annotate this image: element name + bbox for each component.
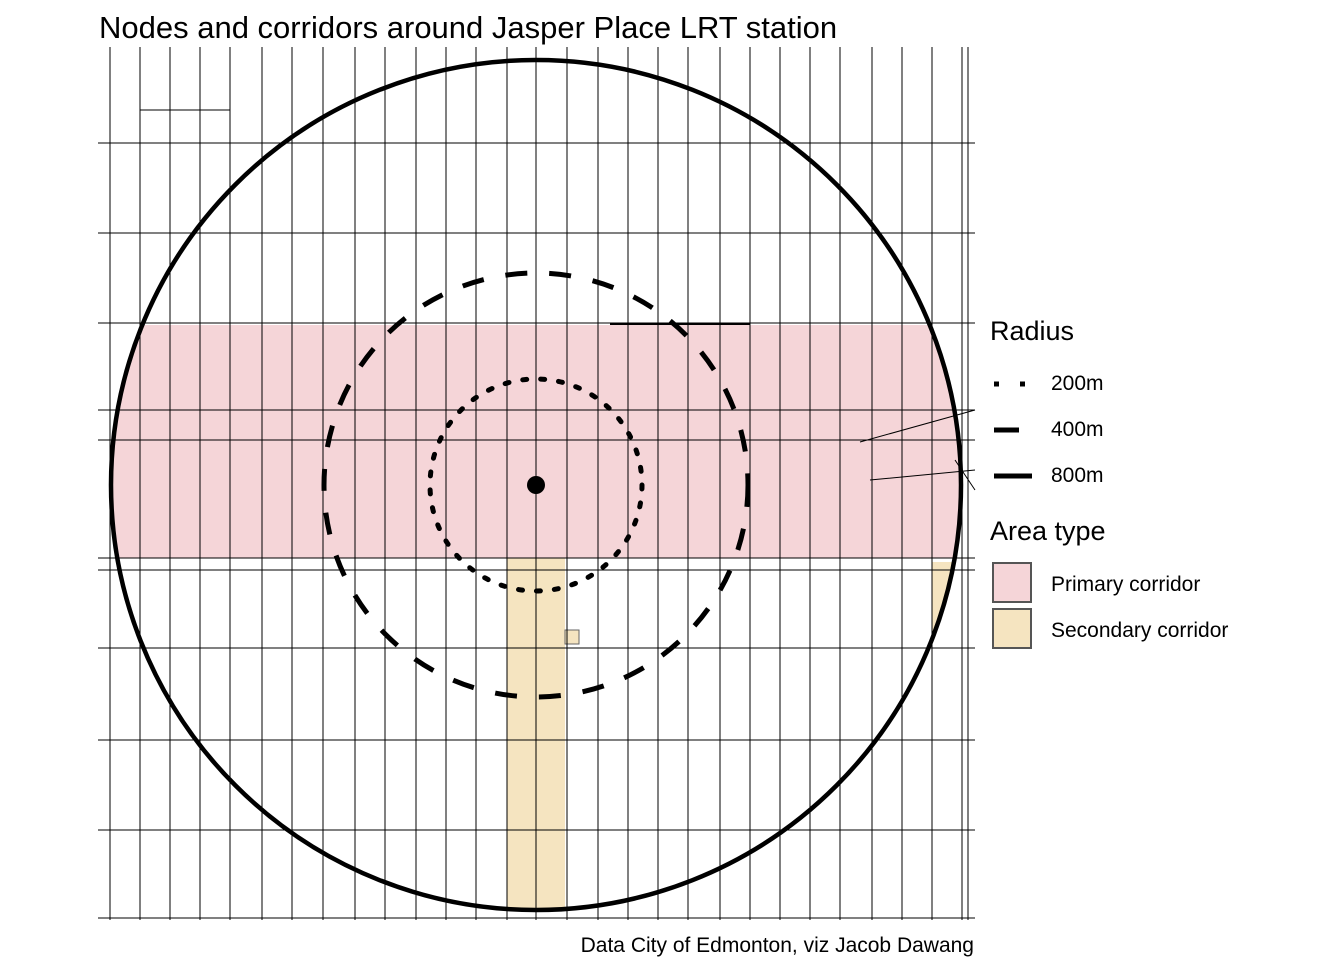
legend-label: Primary corridor (1051, 573, 1201, 596)
legend-item-400m: 400m (990, 408, 1290, 454)
primary-corridor-area (111, 325, 960, 558)
legend-radius: Radius 200m 400m 800m (990, 316, 1104, 487)
radius-rings (108, 57, 964, 913)
ring-800m (108, 57, 964, 913)
legend-radius-title: Radius (990, 316, 1075, 346)
legend-label: 200m (1051, 372, 1104, 395)
ring-400m (321, 270, 751, 700)
legend-item-secondary: Secondary corridor (990, 608, 1290, 654)
legend-label: 800m (1051, 464, 1104, 487)
caption: Data City of Edmonton, viz Jacob Dawang (580, 934, 974, 957)
legend-area-type: Area type Primary corridor Secondary cor… (990, 516, 1228, 649)
street-network (98, 47, 976, 920)
station-point (527, 476, 545, 494)
legend-area-title: Area type (990, 516, 1106, 546)
map-title: Nodes and corridors around Jasper Place … (99, 10, 838, 45)
secondary-corridor-area (564, 629, 580, 645)
legend-item-200m: 200m (990, 362, 1290, 408)
street-line (139, 47, 231, 111)
primary-swatch (992, 562, 1032, 603)
corridor-areas (111, 325, 960, 910)
legend-label: 400m (1051, 418, 1104, 441)
secondary-swatch (992, 608, 1032, 649)
legend-label: Secondary corridor (1051, 619, 1229, 642)
ring-200m (427, 376, 645, 594)
legend-item-800m: 800m (990, 454, 1290, 500)
legend-item-primary: Primary corridor (990, 562, 1290, 608)
